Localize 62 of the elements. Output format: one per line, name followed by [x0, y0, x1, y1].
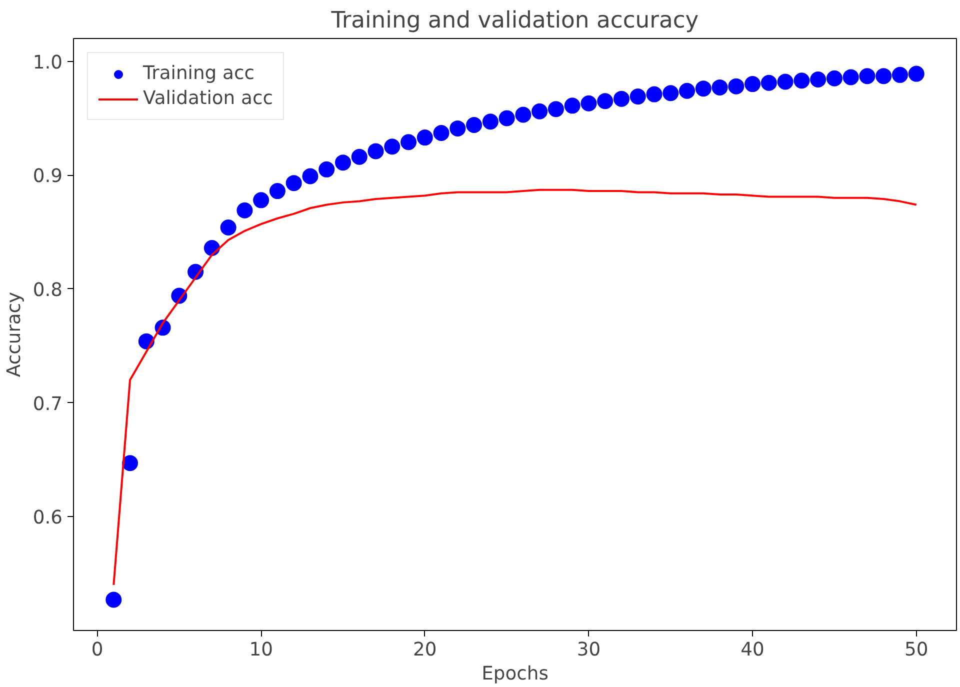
- point: [532, 103, 548, 120]
- point: [351, 148, 368, 165]
- point: [712, 79, 728, 96]
- x-tick-label: 30: [576, 640, 601, 660]
- point: [728, 78, 744, 94]
- point: [679, 82, 696, 99]
- point: [646, 86, 662, 102]
- line-series: [112, 188, 918, 586]
- point: [400, 134, 417, 150]
- point: [433, 125, 450, 141]
- point: [842, 69, 859, 86]
- x-axis-title: Epochs: [482, 664, 548, 684]
- point: [106, 592, 122, 608]
- point: [122, 455, 138, 472]
- point: [482, 114, 498, 130]
- point: [220, 220, 236, 236]
- point: [695, 80, 712, 97]
- y-tick-label: 1.0: [32, 52, 62, 74]
- point: [253, 192, 270, 208]
- point: [613, 90, 630, 107]
- point: [466, 117, 482, 134]
- y-tick-label: 0.7: [32, 394, 62, 415]
- point: [450, 120, 466, 136]
- point: [580, 95, 597, 112]
- y-tick-label: 0.8: [32, 280, 62, 301]
- point: [630, 88, 646, 105]
- point: [876, 68, 892, 84]
- point: [368, 143, 384, 160]
- x-tick-label: 10: [249, 640, 273, 660]
- point: [286, 175, 302, 192]
- x-tick-label: 50: [904, 640, 928, 660]
- point: [269, 183, 286, 200]
- point: [498, 110, 515, 126]
- x-tick-label: 40: [740, 640, 764, 660]
- point: [826, 70, 842, 86]
- legend-label: Validation acc: [143, 88, 274, 109]
- point: [662, 85, 679, 102]
- point: [548, 101, 564, 118]
- y-tick-label: 0.9: [32, 166, 62, 188]
- point: [416, 130, 433, 146]
- point: [810, 72, 826, 88]
- point: [908, 66, 924, 82]
- point: [597, 93, 614, 110]
- point: [892, 66, 908, 83]
- legend-label: Training acc: [143, 63, 254, 84]
- point: [236, 202, 253, 218]
- point: [318, 161, 335, 178]
- x-tick-label: 20: [413, 640, 437, 660]
- chart-title: Training and validation accuracy: [330, 8, 699, 34]
- point: [777, 74, 794, 90]
- point: [794, 72, 810, 89]
- y-tick-label: 0.6: [32, 508, 62, 529]
- point: [384, 138, 400, 155]
- point: [302, 168, 318, 184]
- point: [334, 154, 351, 171]
- point: [564, 98, 580, 114]
- point: [744, 76, 761, 92]
- x-tick-label: 0: [91, 640, 104, 660]
- y-axis-title: Accuracy: [4, 292, 25, 378]
- point: [859, 68, 876, 84]
- point: [515, 106, 532, 123]
- point: [760, 74, 777, 91]
